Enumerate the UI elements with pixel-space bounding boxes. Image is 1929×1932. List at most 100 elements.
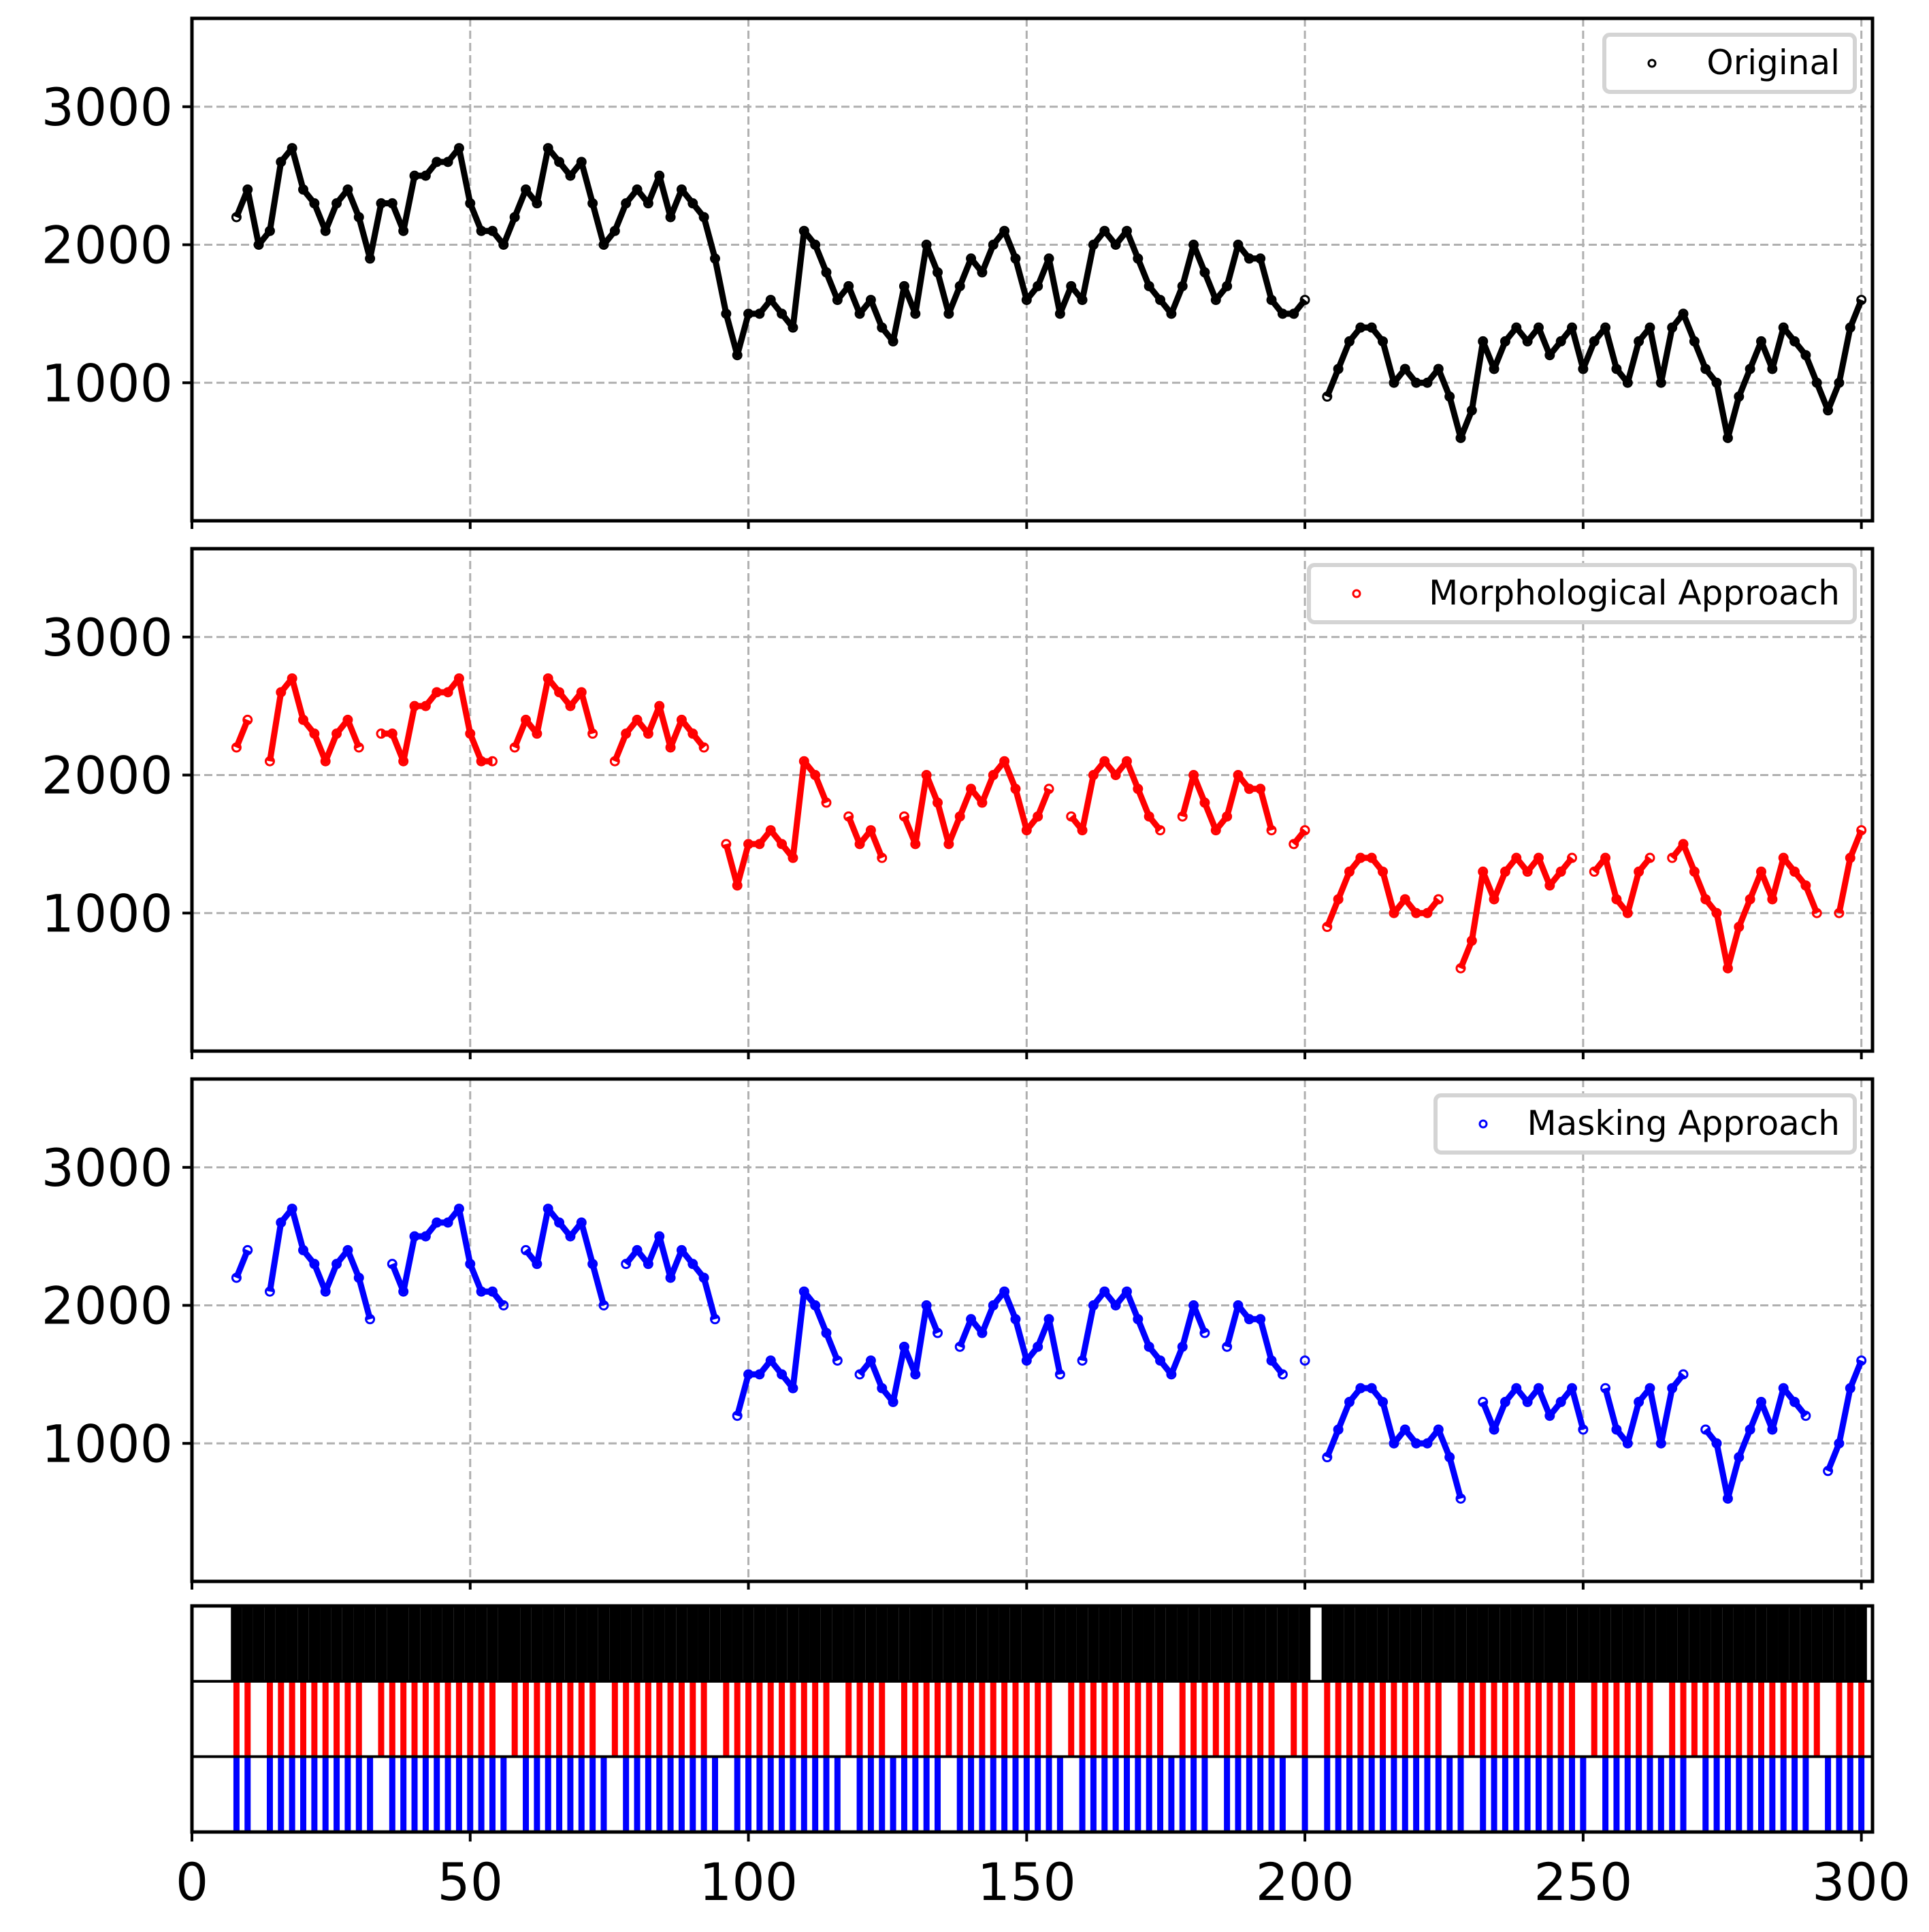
panel-original: 1000 2000 3000 Original [42,16,1875,529]
raster-mark [598,1606,610,1681]
data-point [242,714,253,725]
data-point [1856,1355,1867,1366]
data-point [933,267,943,278]
data-point [432,1217,442,1228]
raster-mark [667,1756,674,1833]
data-point [1422,1438,1433,1449]
raster-mark [1802,1756,1809,1833]
series-line [1224,1302,1285,1376]
raster-mark [1035,1756,1041,1833]
raster-mark [1424,1756,1431,1833]
raster-mark [242,1606,253,1681]
data-point [1544,880,1555,891]
data-point [954,280,965,291]
raster-mark [1546,1681,1553,1757]
raster-mark [1825,1756,1832,1833]
raster-mark [1691,1681,1698,1757]
raster-mark [1792,1756,1798,1833]
raster-mark [999,1606,1010,1681]
data-point [1611,364,1622,374]
raster-mark [834,1756,841,1833]
data-point [565,701,576,711]
raster-mark [845,1681,852,1757]
data-point [1077,1355,1088,1366]
raster-mark [1833,1606,1845,1681]
raster-mark [1647,1681,1653,1757]
raster-mark [800,1681,807,1757]
data-point [1778,852,1789,863]
series-line [1179,772,1275,834]
raster-mark [1811,1606,1823,1681]
raster-mark [1335,1756,1342,1833]
data-point [654,170,665,181]
series-line [389,1206,506,1308]
data-point [1478,1396,1489,1407]
raster-mark [509,1606,521,1681]
data-point [320,1286,331,1297]
raster-mark [943,1606,955,1681]
raster-mark [487,1606,498,1681]
data-point [1655,377,1666,388]
raster-mark [988,1606,999,1681]
data-point [1255,1314,1266,1325]
data-point [1266,825,1277,836]
raster-mark [867,1681,874,1757]
data-point [264,225,275,236]
data-point [1033,1341,1043,1352]
raster-mark [1332,1606,1344,1681]
data-point [877,852,888,863]
raster-mark [322,1756,329,1833]
data-point [442,687,453,698]
data-point [1177,811,1188,822]
data-point [1199,797,1210,808]
raster-mark [643,1606,654,1681]
data-point [1755,336,1766,347]
raster-mark [1589,1606,1600,1681]
data-point [1010,784,1021,794]
raster-mark [1199,1606,1211,1681]
data-point [1299,825,1310,836]
data-point [999,225,1010,236]
data-point [665,212,676,223]
data-point [1066,280,1077,291]
data-point [1555,1396,1566,1407]
data-point [442,1217,453,1228]
data-point [988,1300,999,1311]
raster-mark [475,1606,487,1681]
raster-mark [1524,1756,1531,1833]
raster-mark [709,1606,721,1681]
raster-mark [732,1606,743,1681]
series-line [1079,1288,1208,1378]
data-point [1689,336,1700,347]
data-point [1644,852,1655,863]
raster-mark [787,1606,799,1681]
data-point [1177,1341,1188,1352]
raster-mark [467,1681,474,1757]
data-point [654,701,665,711]
data-point [832,1355,843,1366]
data-point [1533,1383,1544,1394]
x-tick-label: 200 [1256,1852,1355,1912]
data-point [1567,1383,1578,1394]
raster-mark [344,1681,351,1757]
data-point [888,1396,898,1407]
raster-mark [865,1606,877,1681]
data-point [476,756,487,767]
data-point [1433,894,1444,905]
raster-mark [1279,1756,1286,1833]
series-line [612,703,707,762]
data-point [387,728,398,739]
raster-mark [779,1756,785,1833]
data-point [453,143,464,154]
raster-mark [1510,1606,1522,1681]
data-point [1455,963,1466,973]
series-line [1670,841,1820,971]
data-point [1845,1383,1855,1394]
data-point [854,1369,865,1380]
data-point [1255,784,1266,794]
raster-mark [1736,1756,1742,1833]
raster-mark [1109,1606,1122,1681]
legend: Original [1602,33,1857,94]
data-point [999,1286,1010,1297]
data-point [888,336,898,347]
